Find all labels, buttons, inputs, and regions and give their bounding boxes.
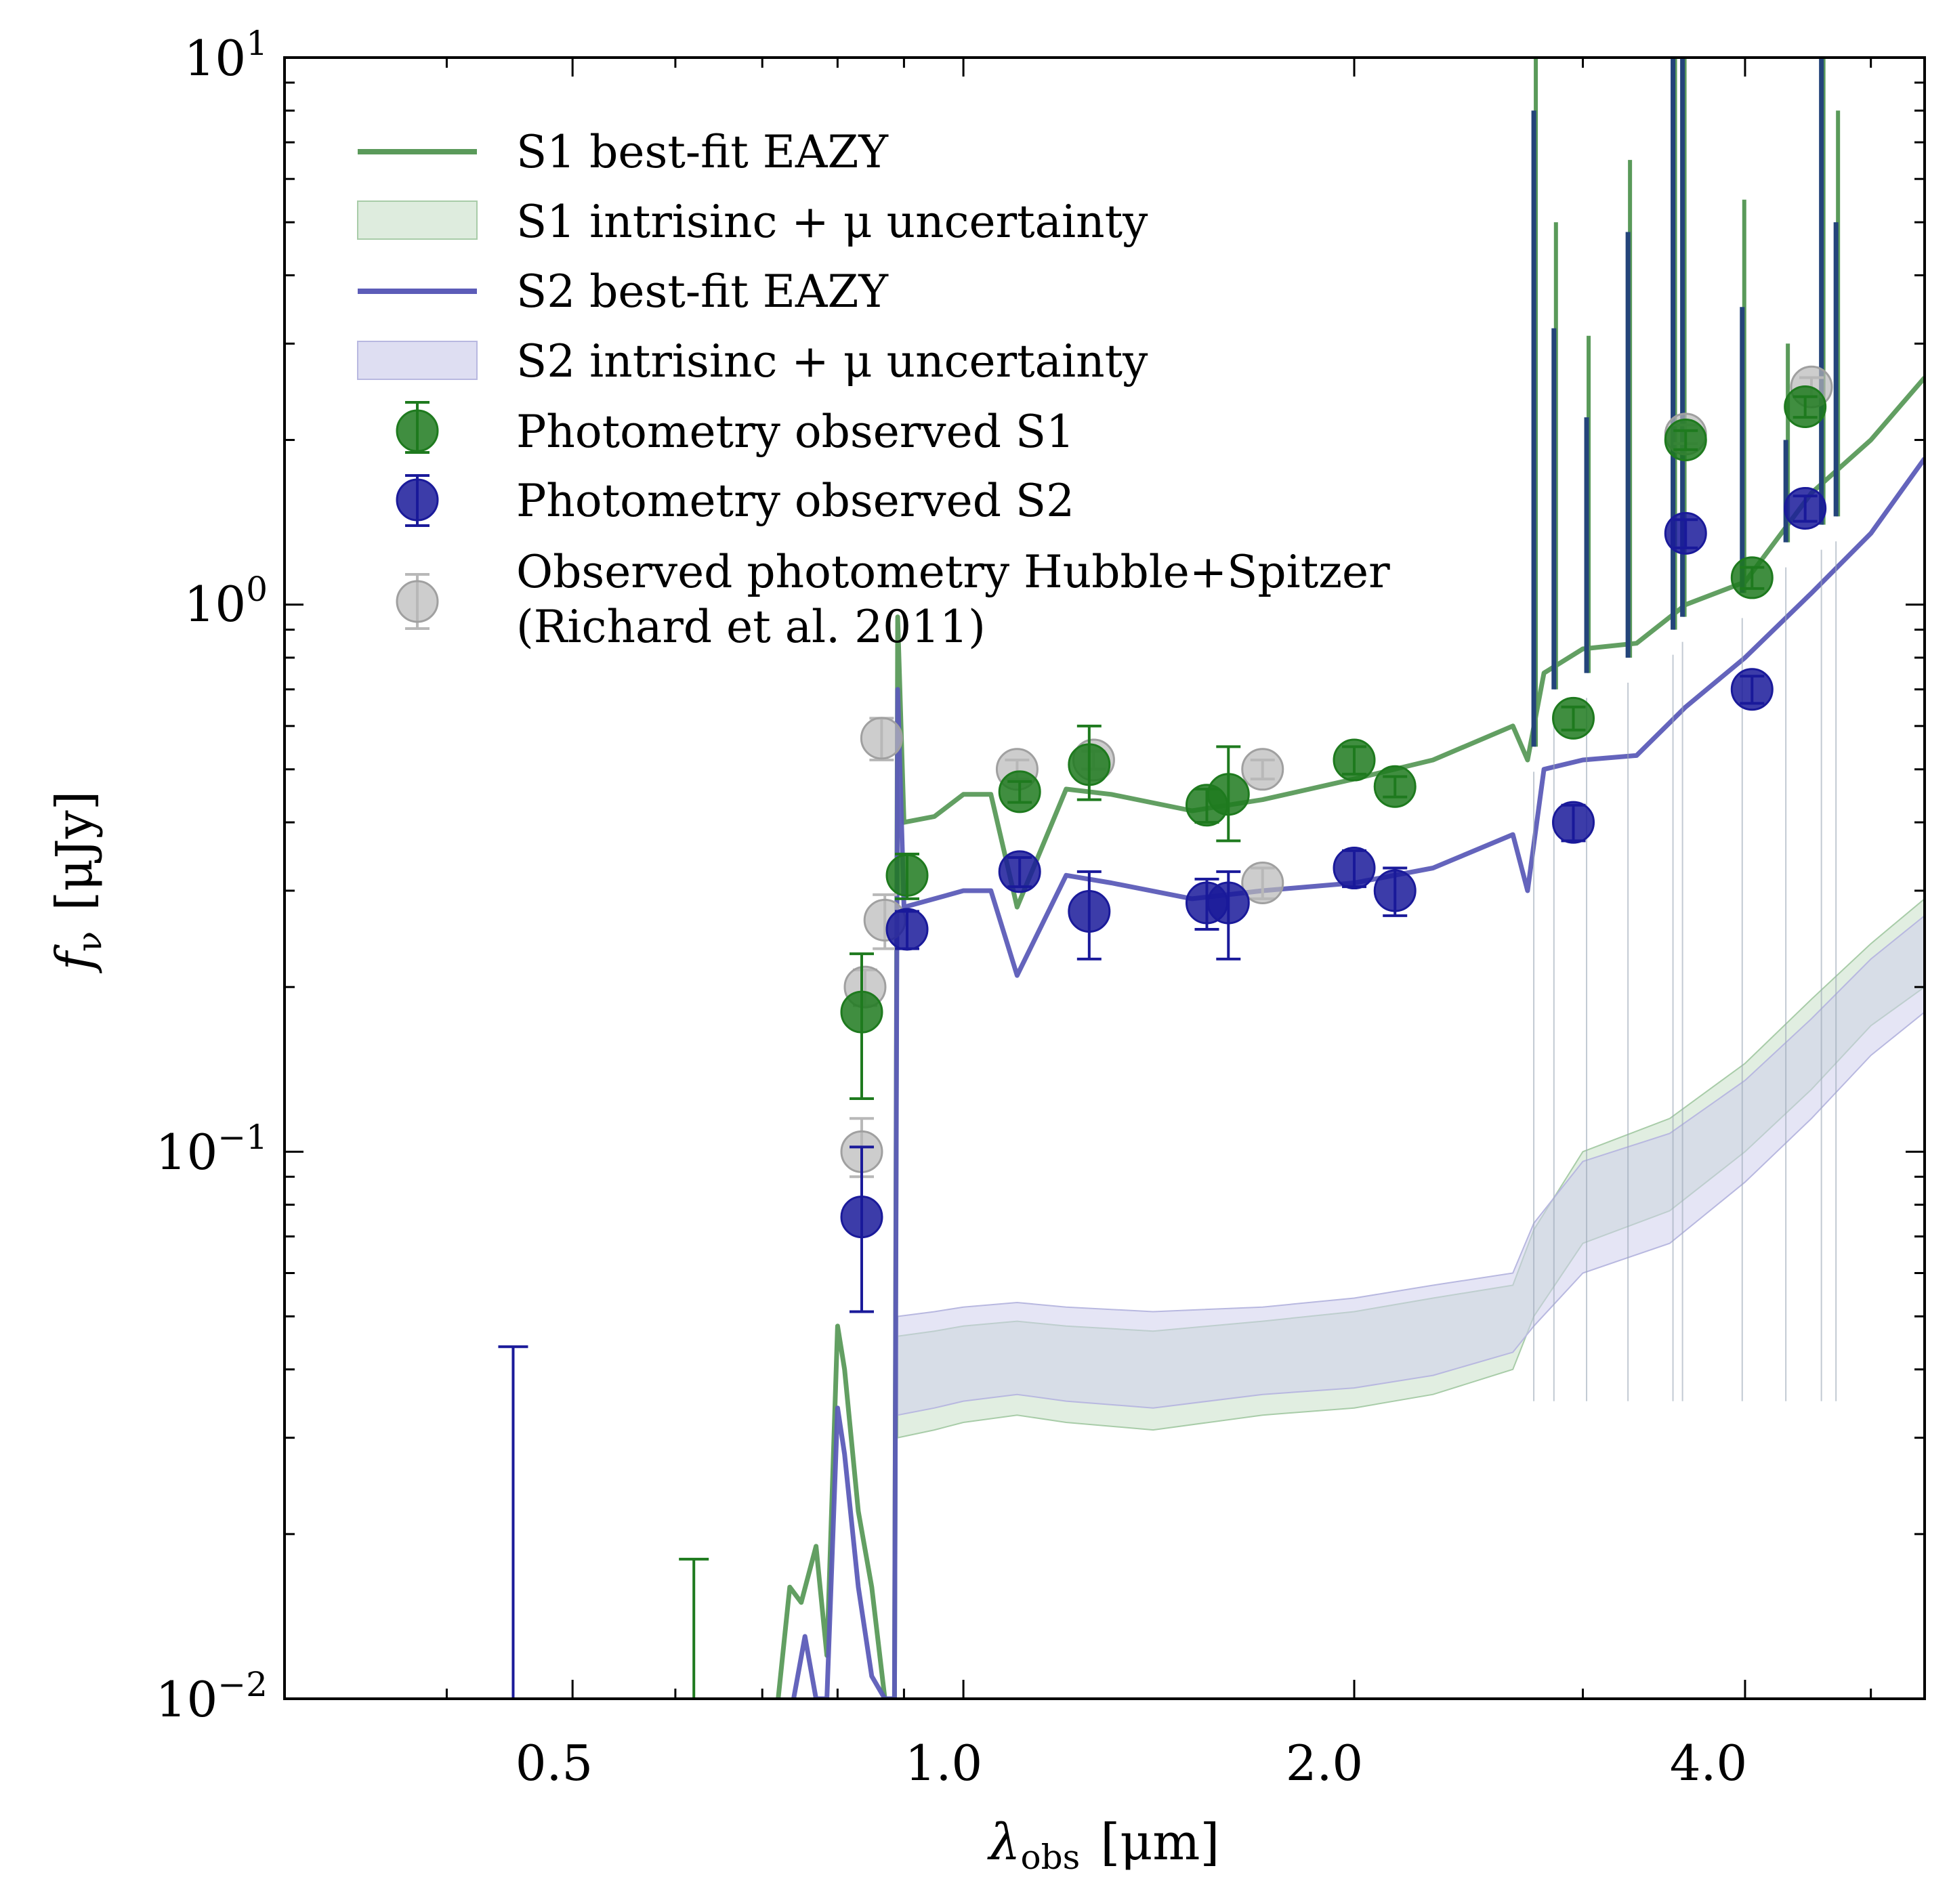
- legend-label: S1 best-fit EAZY: [516, 126, 889, 178]
- s2-point-marker: [1333, 847, 1376, 890]
- s1-best-fit-line: [776, 376, 1925, 1699]
- s1-point-marker: [840, 990, 883, 1034]
- x-axis-label: λobs [μm]: [987, 1813, 1220, 1877]
- y-tick-label: 10−2: [156, 1665, 268, 1728]
- s1-point-marker: [1664, 419, 1707, 462]
- s2-point-marker: [1664, 511, 1707, 555]
- s1-point-marker: [1207, 773, 1250, 816]
- legend-archival-point-swatch: [396, 573, 439, 630]
- photometry-points: [840, 365, 1833, 1313]
- y-tick-label: 10−1: [156, 1118, 268, 1181]
- legend-s1-band-swatch: [357, 200, 478, 240]
- s2-point-marker: [998, 850, 1041, 893]
- s2-point-marker: [885, 908, 929, 951]
- upper-limits: [498, 1345, 709, 1699]
- y-axis-label: fν[μJy]: [45, 790, 109, 973]
- legend-label: S1 intrisinc + μ uncertainty: [516, 196, 1148, 248]
- s1-point-marker: [885, 853, 929, 897]
- legend-s1-point-swatch: [396, 401, 439, 454]
- legend-label: S2 intrisinc + μ uncertainty: [516, 335, 1148, 387]
- legend-label: (Richard et al. 2011): [516, 601, 986, 653]
- y-tick-label: 101: [184, 24, 268, 87]
- x-tick-label: 1.0: [905, 1735, 983, 1792]
- s1-point-marker: [1730, 556, 1774, 599]
- s2-point-marker: [1207, 881, 1250, 925]
- archival-point-marker: [1241, 748, 1284, 791]
- legend-s2-point-swatch: [396, 474, 439, 527]
- legend-label: Observed photometry Hubble+Spitzer: [516, 546, 1390, 598]
- s1-point-marker: [1333, 738, 1376, 782]
- y-tick-label: 100: [184, 570, 268, 633]
- s2-point-marker: [1552, 801, 1595, 844]
- s1-point-marker: [1552, 696, 1595, 740]
- s1-point-marker: [1068, 743, 1111, 786]
- axis-ticks: [283, 56, 1925, 1700]
- legend-label: S2 best-fit EAZY: [516, 266, 889, 318]
- legend-label: Photometry observed S1: [516, 406, 1074, 458]
- s2-uncertainty-band: [897, 914, 1925, 1416]
- s1-point-marker: [1373, 765, 1417, 808]
- legend-s2-band-swatch: [357, 341, 478, 380]
- s2-point-marker: [1068, 889, 1111, 933]
- s1-point-marker: [998, 770, 1041, 813]
- legend-label: Photometry observed S2: [516, 475, 1074, 527]
- s2-point-marker: [1730, 668, 1774, 711]
- s2-point-marker: [1373, 869, 1417, 912]
- legend: S1 best-fit EAZY S1 intrisinc + μ uncert…: [357, 126, 1390, 653]
- s1-point-marker: [1784, 385, 1827, 429]
- archival-point-marker: [1241, 861, 1284, 904]
- s2-point-marker: [840, 1196, 883, 1239]
- s2-point-marker: [1784, 486, 1827, 530]
- x-tick-label: 4.0: [1670, 1735, 1748, 1792]
- x-tick-label: 0.5: [516, 1735, 593, 1792]
- x-tick-label: 2.0: [1286, 1735, 1364, 1792]
- plot-frame: [283, 56, 1926, 1700]
- uncertainty-bands: [897, 897, 1925, 1439]
- archival-point-marker: [860, 717, 903, 760]
